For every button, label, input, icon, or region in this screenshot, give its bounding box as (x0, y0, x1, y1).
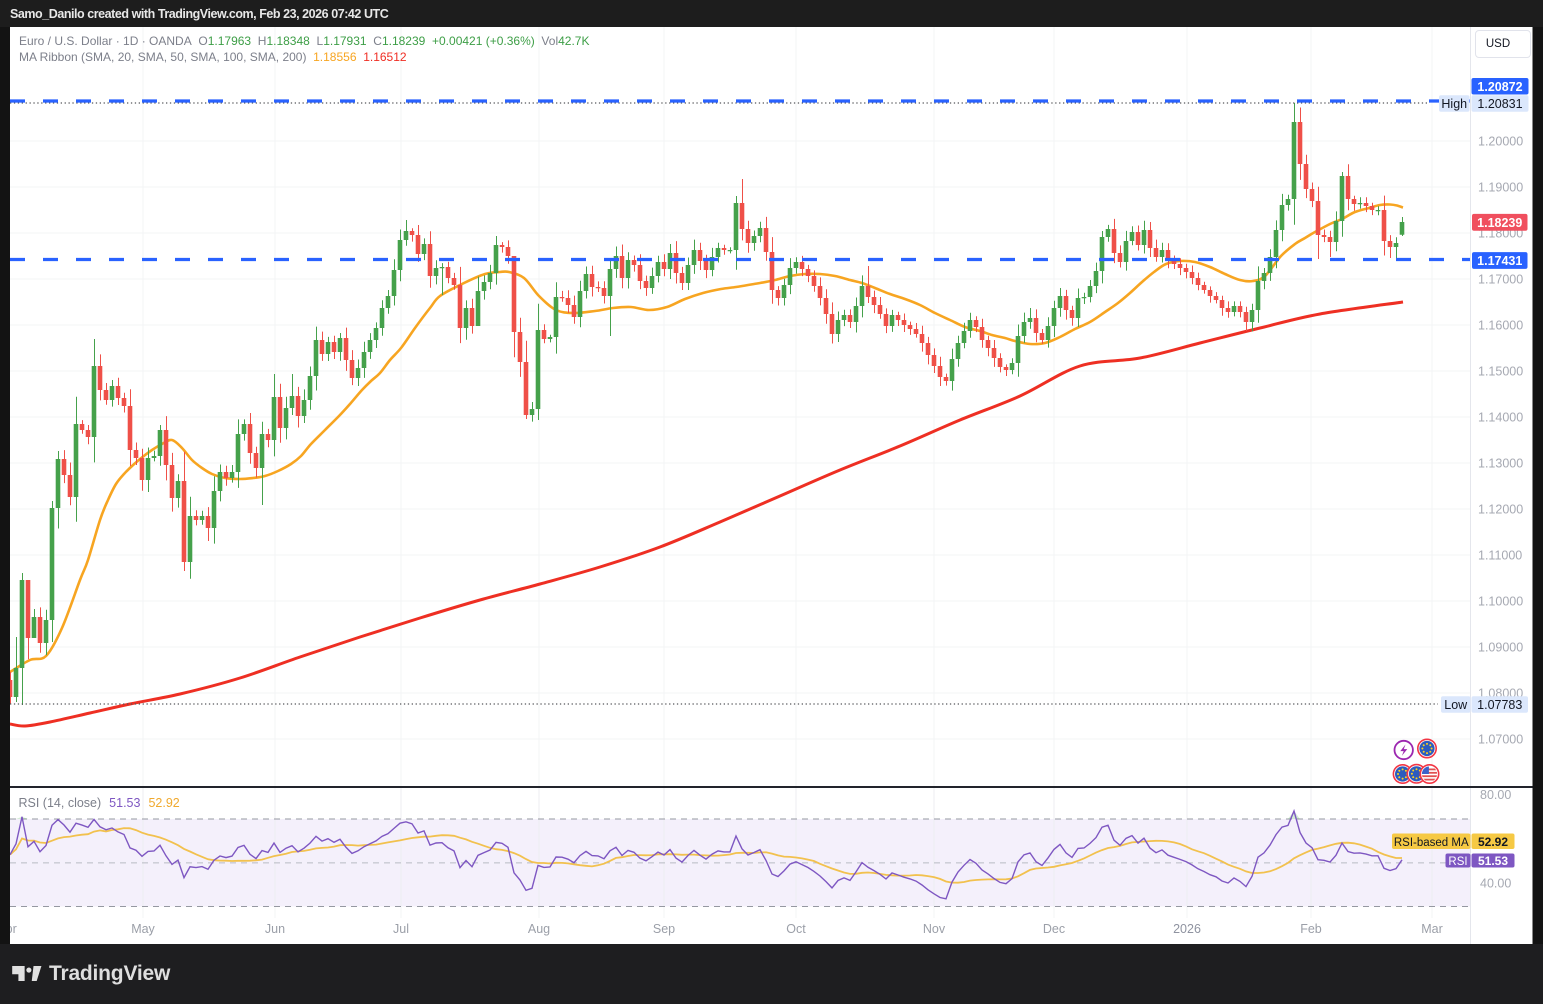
svg-text:1.07783: 1.07783 (1477, 698, 1522, 712)
svg-text:May: May (131, 922, 155, 936)
svg-text:Oct: Oct (786, 922, 806, 936)
svg-text:40.00: 40.00 (1480, 877, 1511, 891)
svg-text:51.53: 51.53 (1478, 854, 1508, 868)
svg-text:1.09000: 1.09000 (1478, 641, 1523, 655)
svg-text:1.12000: 1.12000 (1478, 503, 1523, 517)
svg-text:1.17431: 1.17431 (1477, 254, 1522, 268)
svg-text:1.15000: 1.15000 (1478, 365, 1523, 379)
svg-text:1.07000: 1.07000 (1478, 733, 1523, 747)
svg-text:1.20831: 1.20831 (1477, 97, 1522, 111)
svg-text:1.11000: 1.11000 (1478, 549, 1522, 563)
svg-text:1.13000: 1.13000 (1478, 457, 1523, 471)
svg-text:Nov: Nov (923, 922, 946, 936)
svg-text:Jul: Jul (393, 922, 409, 936)
svg-text:1.10000: 1.10000 (1478, 595, 1523, 609)
svg-text:1.16000: 1.16000 (1478, 319, 1523, 333)
svg-text:Low: Low (1444, 698, 1468, 712)
svg-text:1.20000: 1.20000 (1478, 135, 1523, 149)
svg-text:1.17000: 1.17000 (1478, 273, 1523, 287)
svg-text:Dec: Dec (1043, 922, 1065, 936)
svg-text:High: High (1441, 97, 1467, 111)
svg-text:Jun: Jun (265, 922, 285, 936)
svg-text:Mar: Mar (1421, 922, 1443, 936)
svg-text:Feb: Feb (1300, 922, 1322, 936)
svg-text:RSI-based MA: RSI-based MA (1394, 837, 1469, 849)
svg-text:52.92: 52.92 (1478, 835, 1508, 849)
svg-text:Sep: Sep (653, 922, 675, 936)
svg-text:1.18239: 1.18239 (1477, 216, 1522, 230)
svg-text:2026: 2026 (1173, 922, 1201, 936)
svg-text:80.00: 80.00 (1480, 788, 1511, 802)
svg-text:1.19000: 1.19000 (1478, 181, 1523, 195)
svg-text:1.14000: 1.14000 (1478, 411, 1523, 425)
svg-text:RSI: RSI (1448, 856, 1467, 868)
svg-text:1.20872: 1.20872 (1477, 80, 1522, 94)
svg-text:Aug: Aug (528, 922, 550, 936)
